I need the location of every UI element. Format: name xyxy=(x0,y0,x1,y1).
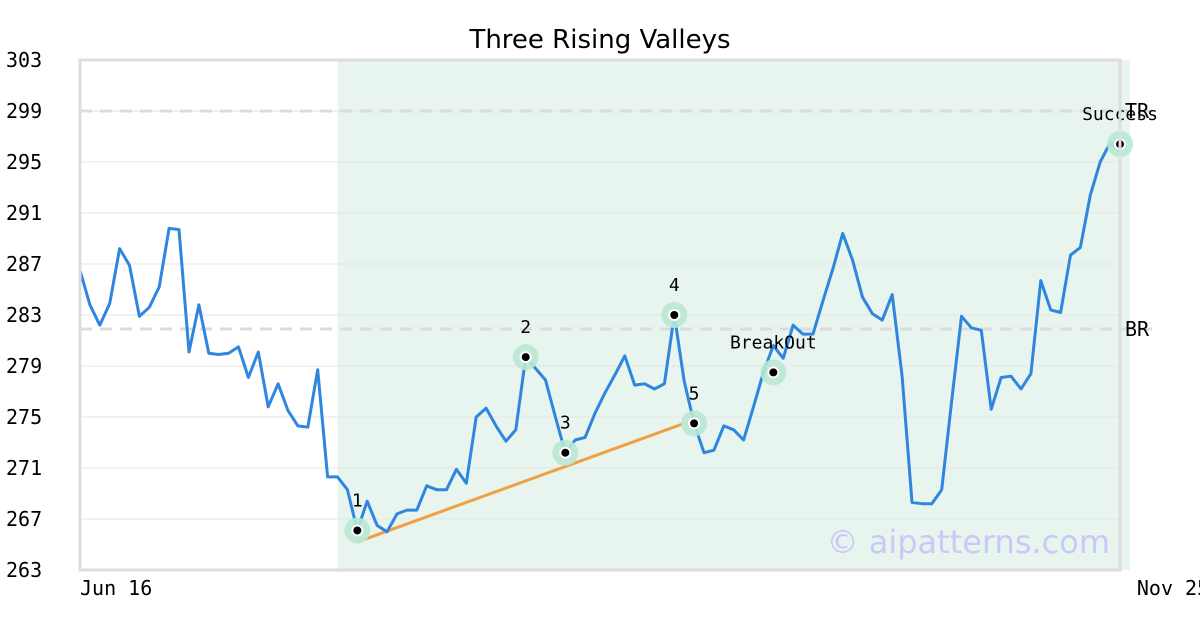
plot-border xyxy=(78,58,1122,572)
y-tick-label: 291 xyxy=(6,201,42,225)
point-label: BreakOut xyxy=(730,332,817,353)
y-tick-label: 275 xyxy=(6,405,42,429)
trendline xyxy=(356,421,685,544)
x-axis-ticks: Jun 16 Nov 25 xyxy=(80,576,1200,600)
y-tick-label: 283 xyxy=(6,303,42,327)
y-axis-ticks: 263 267 271 275 279 283 287 291 295 299 303 xyxy=(6,48,42,582)
point-label: 3 xyxy=(560,413,571,434)
x-tick-label: Jun 16 xyxy=(80,576,152,600)
plot-frame xyxy=(78,58,1122,572)
series-layer xyxy=(78,141,1122,534)
point-marker xyxy=(521,353,530,362)
level-label-br: BR xyxy=(1125,317,1150,341)
watermark-layer: © aipatterns.com xyxy=(827,523,1110,561)
point-label: 2 xyxy=(520,317,531,338)
price-line xyxy=(78,141,1122,534)
y-tick-label: 271 xyxy=(6,456,42,480)
y-tick-label: 279 xyxy=(6,354,42,378)
level-label-tr: TR xyxy=(1125,99,1150,123)
point-marker xyxy=(690,419,699,428)
y-tick-label: 287 xyxy=(6,252,42,276)
point-marker xyxy=(353,526,362,535)
chart-title: Three Rising Valleys xyxy=(468,25,730,55)
y-tick-label: 299 xyxy=(6,99,42,123)
y-tick-label: 267 xyxy=(6,507,42,531)
y-tick-label: 263 xyxy=(6,558,42,582)
y-tick-label: 303 xyxy=(6,48,42,72)
point-label: 4 xyxy=(669,275,680,296)
point-label: 5 xyxy=(689,383,700,404)
watermark: © aipatterns.com xyxy=(827,523,1110,561)
point-marker xyxy=(670,311,679,319)
point-marker xyxy=(561,448,570,457)
y-tick-label: 295 xyxy=(6,150,42,174)
point-label: 1 xyxy=(352,490,363,511)
x-tick-label: Nov 25 xyxy=(1137,576,1200,600)
level-lines: TR BR xyxy=(80,99,1160,341)
point-marker xyxy=(769,368,778,377)
trendline-layer xyxy=(356,421,685,544)
